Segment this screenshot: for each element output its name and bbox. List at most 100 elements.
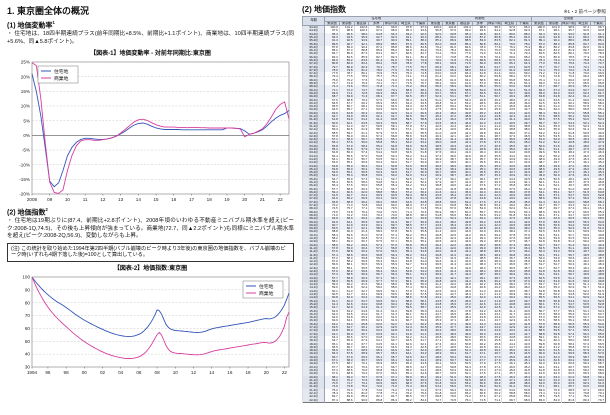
- value-cell: 57.7: [545, 309, 561, 313]
- value-cell: 80.7: [575, 49, 591, 53]
- value-cell: 63.3: [397, 105, 414, 109]
- value-cell: 63.4: [545, 375, 561, 379]
- value-cell: 48.8: [590, 253, 606, 257]
- value-cell: 65.7: [560, 385, 576, 389]
- value-cell: 59.4: [530, 339, 547, 343]
- value-cell: 46.3: [457, 293, 473, 297]
- value-cell: 51.7: [575, 286, 591, 290]
- value-cell: 61.2: [575, 95, 591, 99]
- value-cell: 50.5: [442, 372, 458, 376]
- value-cell: 67.4: [324, 368, 340, 373]
- value-cell: 67.7: [353, 342, 369, 346]
- value-cell: 68.0: [457, 68, 473, 73]
- value-cell: 51.8: [501, 213, 517, 218]
- value-cell: 70.4: [530, 78, 547, 83]
- value-cell: 40.2: [486, 128, 502, 132]
- value-cell: 95.4: [397, 29, 414, 33]
- value-cell: 96.6: [383, 29, 399, 33]
- value-cell: 62.2: [397, 335, 414, 340]
- value-cell: 49.0: [590, 250, 606, 254]
- value-cell: 46.2: [427, 329, 443, 333]
- value-cell: 67.7: [397, 91, 414, 96]
- value-cell: 50.6: [575, 131, 591, 135]
- value-cell: 38.2: [516, 227, 532, 231]
- value-cell: 58.3: [545, 316, 561, 320]
- value-cell: 65.5: [353, 319, 369, 323]
- value-cell: 39.6: [471, 233, 488, 238]
- value-cell: 50.9: [442, 362, 458, 366]
- value-cell: 58.4: [442, 85, 458, 89]
- value-cell: 77.6: [457, 52, 473, 56]
- value-cell: 53.2: [368, 167, 384, 172]
- value-cell: 45.4: [442, 223, 458, 228]
- value-cell: 66.7: [383, 365, 399, 369]
- value-cell: 46.4: [427, 111, 443, 116]
- quarter-cell: 98-2Q: [302, 78, 325, 83]
- value-cell: 80.9: [338, 65, 355, 69]
- quarter-cell: 19-1Q: [302, 352, 325, 356]
- value-cell: 75.0: [353, 85, 369, 89]
- value-cell: 58.0: [560, 339, 576, 343]
- header-col-cell: 千葉県: [590, 20, 606, 26]
- value-cell: 62.3: [324, 312, 340, 317]
- value-cell: 54.8: [412, 134, 428, 139]
- value-cell: 70.4: [560, 75, 576, 79]
- value-cell: 60.8: [368, 302, 384, 307]
- value-cell: 44.7: [427, 312, 443, 317]
- quarter-cell: 04-2Q: [302, 157, 325, 162]
- value-cell: 61.9: [397, 332, 414, 336]
- value-cell: 69.6: [412, 385, 428, 389]
- value-cell: 57.9: [368, 131, 384, 135]
- value-cell: 39.5: [501, 289, 517, 294]
- table-row: 09-2Q 60.7 61.9 63.3 60.1 59.7 58.5 57.7 43.6 45.…: [302, 223, 606, 228]
- value-cell: 70.2: [353, 98, 369, 102]
- value-cell: 55.2: [457, 382, 473, 386]
- value-cell: 33.7: [501, 171, 517, 175]
- value-cell: 39.8: [471, 131, 488, 135]
- value-cell: 69.6: [545, 210, 561, 214]
- x-tick-label: 12: [190, 370, 196, 375]
- value-cell: 39.8: [427, 253, 443, 257]
- value-cell: 56.9: [442, 88, 458, 92]
- value-cell: 58.4: [383, 190, 399, 195]
- value-cell: 72.8: [545, 75, 561, 79]
- value-cell: 52.4: [590, 121, 606, 125]
- quarter-cell: 19-4Q: [302, 362, 325, 366]
- value-cell: 65.3: [397, 362, 414, 366]
- value-cell: 49.8: [427, 101, 443, 106]
- value-cell: 56.6: [338, 180, 355, 185]
- value-cell: 53.6: [501, 85, 517, 89]
- value-cell: 66.0: [545, 91, 561, 96]
- value-cell: 36.9: [427, 157, 443, 162]
- value-cell: 67.7: [338, 101, 355, 106]
- value-cell: 56.8: [560, 326, 576, 330]
- value-cell: 56.5: [412, 227, 428, 231]
- value-cell: 56.1: [590, 108, 606, 112]
- table-row: 11-4Q 57.2 58.4 59.8 56.6 56.2 55.0 54.2 39.7 41.…: [302, 256, 606, 261]
- value-cell: 40.3: [427, 276, 443, 280]
- value-cell: 58.2: [338, 260, 355, 264]
- value-cell: 44.5: [516, 352, 532, 356]
- table-row: 95-1Q 93.3 94.5 95.9 92.7 92.3 91.1 90.3 88.4 90.…: [302, 35, 606, 40]
- value-cell: 47.8: [457, 118, 473, 122]
- value-cell: 70.2: [338, 378, 355, 383]
- value-cell: 45.2: [471, 220, 488, 224]
- value-cell: 48.6: [471, 101, 488, 106]
- table-row: 21-4Q 75.2 76.4 77.8 74.6 74.2 73.0 72.2 57.6 59.…: [302, 388, 606, 392]
- value-cell: 68.0: [397, 204, 414, 208]
- value-cell: 61.9: [338, 223, 355, 228]
- value-cell: 56.4: [324, 141, 340, 145]
- value-cell: 50.4: [442, 105, 458, 109]
- value-cell: 61.6: [353, 283, 369, 287]
- value-cell: 46.5: [442, 312, 458, 317]
- value-cell: 52.8: [383, 164, 399, 168]
- value-cell: 57.2: [324, 256, 340, 261]
- value-cell: 54.1: [560, 296, 576, 300]
- value-cell: 97.0: [501, 25, 517, 30]
- x-tick-label: 12: [100, 197, 106, 202]
- value-cell: 58.1: [412, 299, 428, 303]
- value-cell: 53.1: [545, 273, 561, 277]
- value-cell: 54.9: [397, 138, 414, 142]
- y-tick-label: 30: [24, 365, 30, 370]
- x-tick-label: 00: [81, 370, 87, 375]
